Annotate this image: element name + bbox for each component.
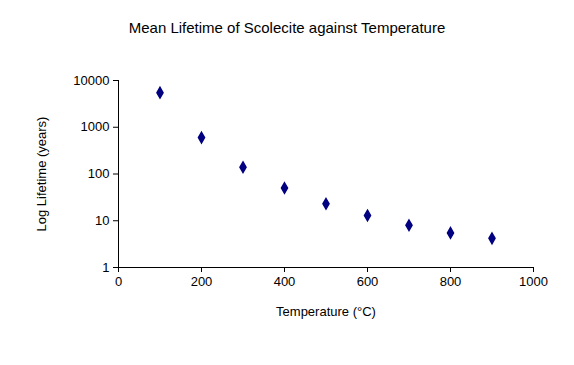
svg-text:200: 200 bbox=[191, 274, 213, 289]
svg-text:1000: 1000 bbox=[81, 119, 110, 134]
svg-text:100: 100 bbox=[88, 166, 110, 181]
svg-text:10: 10 bbox=[95, 213, 109, 228]
svg-text:1000: 1000 bbox=[519, 274, 548, 289]
svg-text:10000: 10000 bbox=[73, 73, 109, 88]
svg-text:Log Lifetime (years): Log Lifetime (years) bbox=[34, 117, 49, 232]
svg-text:600: 600 bbox=[357, 274, 379, 289]
svg-text:400: 400 bbox=[274, 274, 296, 289]
svg-text:0: 0 bbox=[115, 274, 122, 289]
svg-text:1: 1 bbox=[102, 260, 109, 275]
svg-text:800: 800 bbox=[440, 274, 462, 289]
html-text:Mean Lifetime of Scolecite aga: Mean Lifetime of Scolecite against Tempe… bbox=[128, 19, 446, 36]
svg-text:Temperature (°C): Temperature (°C) bbox=[276, 304, 376, 319]
